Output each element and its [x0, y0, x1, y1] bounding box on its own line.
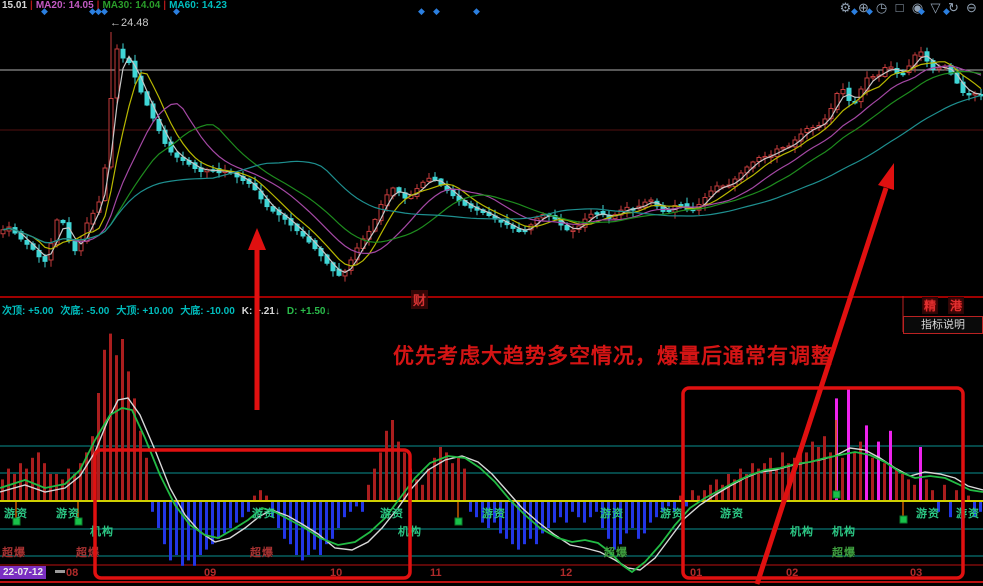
cai-marker: 财: [411, 290, 429, 309]
signal-label-jigou: 机构: [90, 526, 114, 538]
refresh-icon[interactable]: ↻: [948, 0, 959, 15]
signal-square: [74, 517, 83, 526]
signal-square: [832, 490, 841, 499]
toolbar-icons: ⚙ ⊕ ◷ □ ◉ ▽ ↻ ⊖: [838, 0, 979, 16]
indicator-help-button[interactable]: 指标说明: [903, 316, 983, 334]
ma-line-MA20: [2, 65, 982, 255]
ma-value-label: MA30: 14.04: [102, 0, 161, 11]
signal-label-chaobao: 超爆: [604, 547, 628, 559]
diamond-mark: ◆: [41, 6, 48, 16]
signal-label-youzi: 游资: [4, 508, 28, 520]
signal-label-chaobao: 超爆: [2, 547, 26, 559]
signal-label-chaobao: 超爆: [76, 547, 100, 559]
download-icon[interactable]: ▽: [930, 0, 941, 15]
diamond-mark: ◆: [866, 6, 873, 16]
signal-label-youzi: 游资: [720, 508, 744, 520]
annotation-banner: 优先考虑大趋势多空情况，爆量后通常有调整: [393, 345, 833, 368]
tag-jing: 精: [921, 297, 938, 314]
diamond-mark: ◆: [918, 6, 925, 16]
diamond-mark: ◆: [418, 6, 425, 16]
ma-line-MA60: [2, 94, 982, 244]
ma-value-label: MA20: 14.05: [35, 0, 94, 11]
collapse-icon[interactable]: ⊖: [966, 0, 977, 15]
stop-icon[interactable]: □: [895, 0, 904, 15]
indicator-header-row: 次顶: +5.00 次底: -5.00 大顶: +10.00 大底: -10.00 K:…: [2, 302, 338, 317]
ma-separator: |: [30, 0, 33, 11]
clock-icon[interactable]: ◷: [875, 0, 888, 15]
signal-label-youzi: 游资: [600, 508, 624, 520]
signal-label-youzi: 游资: [956, 508, 980, 520]
diamond-mark: ◆: [473, 6, 480, 16]
candles: [0, 32, 983, 282]
signal-label-youzi: 游资: [252, 508, 276, 520]
axis-month-label: 08: [66, 567, 79, 579]
signal-label-jigou: 机构: [790, 526, 814, 538]
signal-label-youzi: 游资: [660, 508, 684, 520]
axis-month-label: 03: [910, 567, 923, 579]
signal-square: [12, 517, 21, 526]
signal-label-jigou: 机构: [398, 526, 422, 538]
indicator-header-item: 大顶: +10.00: [116, 306, 174, 317]
indicator-header-item: D: +1.50↓: [286, 306, 331, 317]
indicator-header-item: 次顶: +5.00: [2, 306, 54, 317]
diamond-mark: ◆: [173, 6, 180, 16]
ma-value-label: 15.01: [2, 0, 28, 11]
diamond-mark: ◆: [943, 6, 950, 16]
signal-label-youzi: 游资: [56, 508, 80, 520]
diamond-mark: ◆: [101, 6, 108, 16]
axis-month-label: 02: [786, 567, 799, 579]
signal-square: [899, 515, 908, 524]
axis-month-label: 11: [430, 567, 442, 579]
record-icon[interactable]: ◉: [911, 0, 924, 15]
axis-month-label: 10: [330, 567, 343, 579]
right-side-panel: 精 港 指标说明: [903, 296, 983, 334]
settings-icon[interactable]: ⚙: [839, 0, 852, 15]
diamond-mark: ◆: [95, 6, 102, 16]
axis-month-label: 12: [560, 567, 573, 579]
axis-month-label: 01: [690, 567, 703, 579]
signal-square: [454, 517, 463, 526]
plus-icon[interactable]: ⊕: [858, 0, 869, 15]
axis-month-label: 09: [204, 567, 217, 579]
diamond-mark: ◆: [433, 6, 440, 16]
tag-gang: 港: [948, 297, 965, 314]
date-tick: [55, 570, 65, 573]
ma-value-label: MA60: 14.23: [169, 0, 227, 11]
indicator-header-item: 次底: -5.00: [60, 306, 110, 317]
ma-separator: |: [163, 0, 167, 11]
peak-price-label: ←24.48: [110, 17, 149, 29]
indicator-header-item: 大底: -10.00: [180, 306, 235, 317]
signal-label-youzi: 游资: [482, 508, 506, 520]
ma-separator: |: [96, 0, 100, 11]
date-label: 22-07-12: [0, 566, 47, 579]
indicator-header-item: K: +.21↓: [241, 306, 280, 317]
signal-label-jigou: 机构: [832, 526, 856, 538]
ma-line-MA5: [2, 55, 982, 274]
ma-line-MA10: [2, 61, 982, 267]
signal-label-youzi: 游资: [380, 508, 404, 520]
ma-indicator-row: 15.01 | MA20: 14.05 | MA30: 14.04 | MA60: 14.2…: [2, 0, 227, 11]
ma-line-MA30: [2, 70, 982, 244]
diamond-mark: ◆: [89, 6, 96, 16]
signal-label-youzi: 游资: [916, 508, 940, 520]
signal-label-chaobao: 超爆: [250, 547, 274, 559]
diamond-mark: ◆: [851, 6, 858, 16]
signal-label-chaobao: 超爆: [832, 547, 856, 559]
